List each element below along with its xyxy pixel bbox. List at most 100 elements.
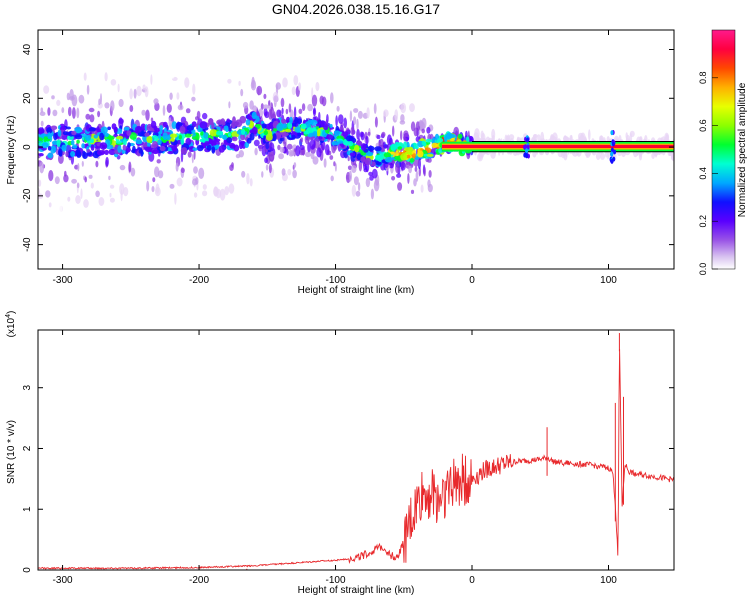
spectral-blob bbox=[58, 148, 63, 157]
spectral-blob bbox=[418, 120, 424, 128]
spectral-blob bbox=[260, 103, 264, 110]
spectral-blob bbox=[171, 121, 177, 129]
spectral-blob bbox=[228, 142, 236, 147]
spectral-blob bbox=[182, 234, 189, 242]
spectral-blob bbox=[410, 189, 415, 194]
spectral-blob bbox=[106, 204, 112, 212]
spectral-blob bbox=[400, 102, 407, 114]
x-tick-label: -200 bbox=[189, 575, 209, 586]
spectral-blob bbox=[189, 39, 193, 45]
spectral-blob bbox=[38, 73, 44, 80]
spectral-blob bbox=[298, 82, 302, 91]
spectral-blob bbox=[425, 138, 433, 143]
spectral-blob bbox=[89, 114, 95, 123]
spectral-blob bbox=[126, 147, 131, 153]
spectral-blob bbox=[90, 144, 95, 151]
spectral-blob bbox=[217, 202, 223, 215]
spectral-blob bbox=[58, 217, 62, 229]
spectral-blob bbox=[146, 180, 150, 192]
spectral-blob bbox=[84, 134, 92, 141]
spectral-blob bbox=[43, 30, 49, 36]
spectral-blob bbox=[338, 114, 344, 124]
spectral-blob bbox=[370, 188, 374, 200]
spectral-blob bbox=[65, 151, 69, 158]
spectral-blob bbox=[186, 125, 195, 131]
spectral-blob bbox=[109, 39, 116, 51]
spectral-blob bbox=[226, 137, 233, 144]
spectral-blob bbox=[414, 156, 420, 161]
spectral-blob bbox=[288, 103, 292, 113]
spectral-blob bbox=[56, 99, 61, 106]
spectral-blob bbox=[135, 139, 143, 145]
spectral-blob bbox=[80, 212, 86, 221]
spectral-blob bbox=[136, 69, 141, 78]
spectral-blob bbox=[374, 146, 382, 152]
spectral-blob bbox=[240, 88, 244, 97]
spectral-blob bbox=[75, 195, 81, 204]
spectral-blob bbox=[72, 230, 78, 239]
spectral-blob bbox=[159, 145, 166, 152]
spectral-blob bbox=[408, 165, 412, 174]
spectral-blob bbox=[135, 207, 140, 218]
spectral-blob bbox=[229, 164, 234, 171]
spectral-blob bbox=[99, 132, 104, 141]
spectral-blob bbox=[77, 163, 80, 172]
spectral-blob bbox=[629, 130, 635, 138]
spectral-blob bbox=[47, 217, 50, 223]
spectral-burst bbox=[525, 148, 529, 154]
spectral-blob bbox=[76, 139, 80, 144]
colorbar-tick-label: 0.6 bbox=[698, 119, 708, 132]
spectral-burst bbox=[610, 151, 614, 157]
spectral-blob bbox=[403, 141, 408, 149]
spectral-blob bbox=[268, 109, 273, 120]
spectral-blob bbox=[218, 145, 225, 153]
spectral-blob bbox=[448, 134, 457, 138]
spectral-blob bbox=[177, 221, 180, 232]
spectral-blob bbox=[336, 105, 340, 112]
spectral-blob bbox=[143, 58, 146, 70]
spectral-blob bbox=[227, 127, 232, 132]
spectral-blob bbox=[421, 128, 426, 134]
spectral-blob bbox=[106, 236, 111, 241]
spectral-blob bbox=[84, 176, 87, 183]
spectrogram-ylabel: Frequency (Hz) bbox=[6, 116, 17, 185]
spectral-blob bbox=[191, 96, 196, 102]
spectral-blob bbox=[71, 178, 77, 184]
spectral-blob bbox=[202, 112, 208, 120]
spectral-blob bbox=[113, 133, 118, 138]
spectral-blob bbox=[108, 148, 116, 156]
x-tick-label: -100 bbox=[326, 275, 346, 286]
spectral-blob bbox=[241, 170, 246, 178]
spectral-blob bbox=[200, 131, 204, 136]
spectral-blob bbox=[206, 144, 212, 151]
spectral-blob bbox=[68, 106, 72, 117]
spectral-blob bbox=[268, 100, 271, 106]
spectral-blob bbox=[294, 126, 303, 133]
spectral-blob bbox=[292, 169, 297, 179]
spectral-blob bbox=[72, 144, 78, 149]
spectral-blob bbox=[216, 130, 224, 136]
spectral-blob bbox=[227, 198, 234, 207]
spectral-blob bbox=[123, 187, 129, 197]
spectral-blob bbox=[38, 137, 43, 142]
spectral-blob bbox=[100, 93, 102, 105]
spectral-blob bbox=[212, 198, 217, 208]
spectral-blob bbox=[169, 92, 173, 100]
y-tick-label: 0 bbox=[22, 144, 33, 150]
spectral-blob bbox=[185, 137, 192, 146]
spectral-blob bbox=[569, 135, 572, 141]
spectral-blob bbox=[249, 178, 253, 187]
spectral-blob bbox=[96, 229, 100, 238]
spectral-blob bbox=[104, 132, 109, 137]
spectral-blob bbox=[360, 143, 367, 151]
spectral-blob bbox=[226, 248, 229, 253]
spectral-blob bbox=[397, 182, 403, 191]
spectral-blob bbox=[54, 226, 58, 236]
spectral-blob bbox=[251, 111, 257, 120]
spectral-blob bbox=[188, 220, 194, 226]
spectral-blob bbox=[256, 85, 263, 96]
spectral-blob bbox=[171, 145, 178, 152]
spectral-blob bbox=[253, 139, 260, 147]
spectral-blob bbox=[51, 95, 55, 100]
